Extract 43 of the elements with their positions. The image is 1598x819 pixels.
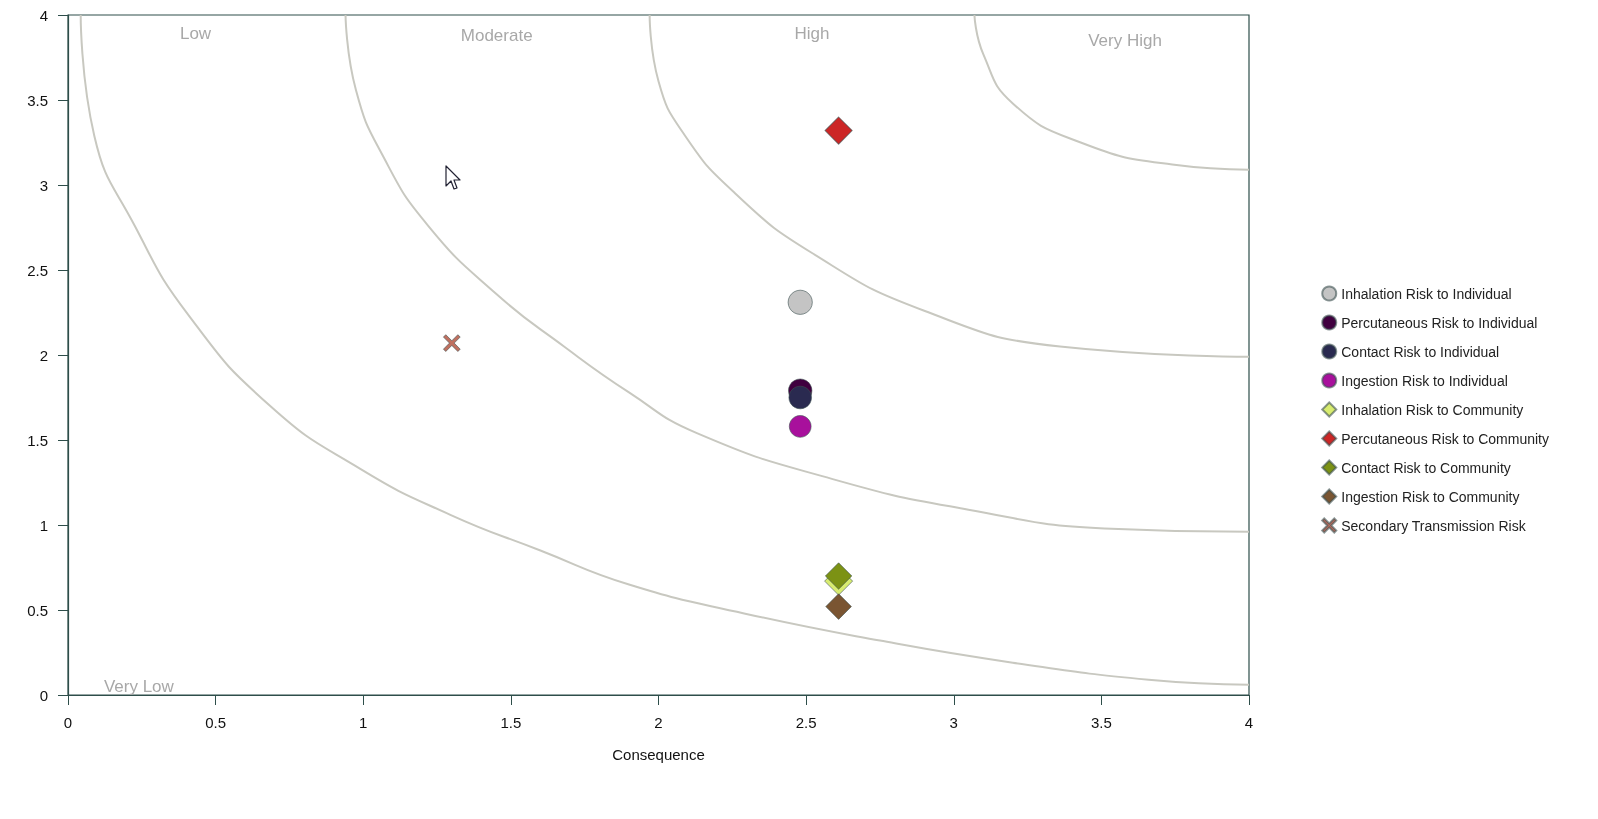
legend-label: Ingestion Risk to Community xyxy=(1341,488,1520,505)
x-tick-label: 1.5 xyxy=(500,714,522,731)
y-tick-label: 0 xyxy=(39,686,48,704)
legend-label: Ingestion Risk to Individual xyxy=(1341,372,1508,389)
line-series xyxy=(344,14,1250,533)
point xyxy=(788,385,813,410)
x-tick-label: 0.5 xyxy=(205,714,227,731)
x-tick-label: 2 xyxy=(654,714,663,731)
point xyxy=(442,334,461,352)
y-tick-label: 2.5 xyxy=(27,261,48,279)
annotation: High xyxy=(794,24,830,44)
y-tick-label: 2 xyxy=(39,346,48,364)
point xyxy=(825,593,852,620)
point xyxy=(788,415,812,438)
x-tick-label: 3.5 xyxy=(1090,714,1112,731)
legend-label: Inhalation Risk to Community xyxy=(1341,401,1524,418)
y-tick-label: 0.5 xyxy=(27,601,48,619)
annotation: Moderate xyxy=(460,26,533,46)
annotation: Very Low xyxy=(103,677,175,696)
x-tick-label: 0 xyxy=(63,714,73,731)
x-tick-label: 3 xyxy=(949,714,958,731)
legend-label: Inhalation Risk to Individual xyxy=(1341,285,1512,302)
line-series xyxy=(973,14,1250,171)
y-tick-label: 3.5 xyxy=(27,91,48,109)
legend-label: Secondary Transmission Risk xyxy=(1341,517,1527,534)
point xyxy=(824,116,853,145)
legend-label: Percutaneous Risk to Individual xyxy=(1341,314,1538,331)
y-tick-label: 1 xyxy=(39,516,48,534)
point xyxy=(787,289,813,315)
x-tick-label: 1 xyxy=(359,714,368,731)
legend-label: Percutaneous Risk to Community xyxy=(1341,430,1550,447)
y-tick-label: 1.5 xyxy=(27,431,48,449)
y-tick-label: 3 xyxy=(39,176,48,194)
line-series xyxy=(648,14,1250,358)
x-axis-title: Consequence xyxy=(612,746,705,763)
x-tick-label: 2.5 xyxy=(795,714,817,731)
x-tick-label: 4 xyxy=(1244,714,1254,731)
legend-label: Contact Risk to Individual xyxy=(1341,343,1500,360)
legend-label: Contact Risk to Community xyxy=(1341,459,1511,476)
annotation: Very High xyxy=(1088,31,1162,50)
annotation: Low xyxy=(179,24,212,44)
point xyxy=(824,562,853,590)
y-tick-label: 4 xyxy=(39,6,48,24)
